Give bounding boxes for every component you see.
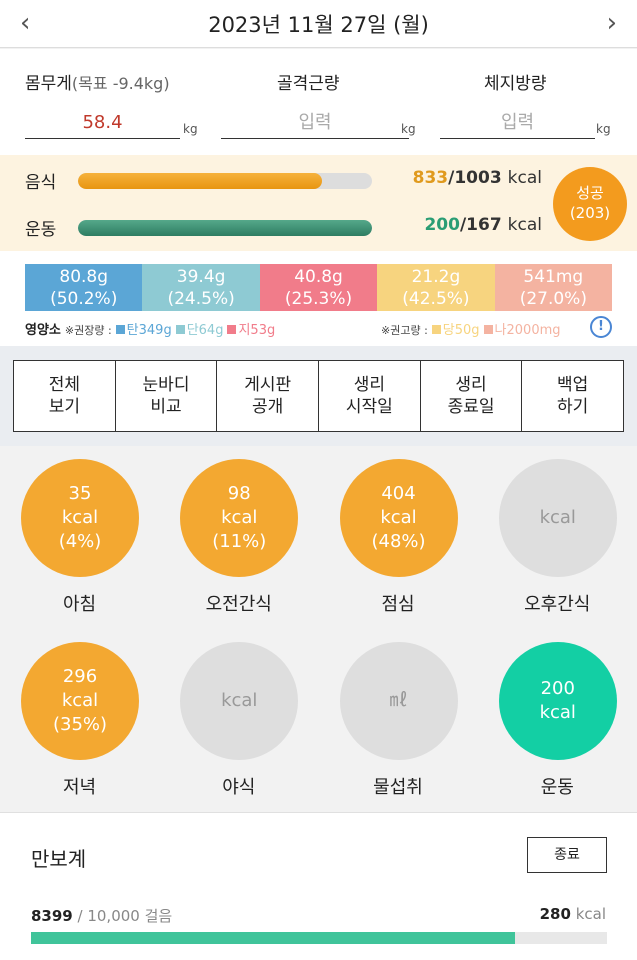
- fat-label: 체지방량: [484, 74, 547, 94]
- exercise-progress-fill: [78, 220, 372, 236]
- nutrient-amount: 40.8g: [294, 267, 343, 287]
- action-button-row: 전체 보기 눈바디 비교 게시판 공개 생리 시작일 생리 종료일 백업 하기: [13, 360, 624, 432]
- fat-metric: 체지방량 입력 kg: [420, 49, 637, 155]
- legend-item: 당50g: [431, 323, 480, 338]
- meal-name: 오후간식: [524, 594, 591, 615]
- meal-name: 아침: [62, 594, 97, 615]
- nutrient-box: 39.4g (24.5%): [142, 264, 260, 311]
- muscle-input[interactable]: 입력: [221, 109, 409, 139]
- pedometer-kcal: 280 kcal: [539, 905, 606, 923]
- meal-circle-button[interactable]: kcal: [180, 642, 299, 760]
- nutrient-box: 21.2g (42.5%): [377, 264, 495, 311]
- legend-item: 지53g: [227, 323, 275, 338]
- meal-circle-button[interactable]: 98 kcal (11%): [180, 459, 299, 577]
- exercise-progress-bar: [78, 220, 372, 236]
- nutrient-percent: (24.5%): [167, 289, 235, 309]
- weight-unit: kg: [183, 122, 198, 136]
- meal-name: 저녁: [62, 777, 97, 798]
- muscle-metric: 골격근량 입력 kg: [210, 49, 420, 155]
- nutrient-percent: (27.0%): [519, 289, 587, 309]
- nutrient-box: 541mg (27.0%): [494, 264, 613, 311]
- fat-unit: kg: [596, 122, 611, 136]
- exercise-calorie-values: 200/167 kcal: [424, 215, 542, 235]
- calorie-summary: 음식 833/1003 kcal 운동 200/167 kcal 성공 (203): [0, 155, 637, 251]
- step-progress-fill: [31, 932, 515, 944]
- meal-item: kcal 야식: [159, 629, 318, 799]
- weight-goal-note: (목표 -9.4kg): [71, 74, 170, 93]
- menu-button[interactable]: 백업 하기: [521, 361, 623, 431]
- legend-item: 단64g: [175, 323, 223, 338]
- food-calorie-row: 음식 833/1003 kcal: [0, 165, 637, 195]
- nutrient-amount: 39.4g: [176, 267, 226, 287]
- meal-item: 98 kcal (11%) 오전간식: [159, 446, 318, 616]
- meal-item: ㎖ 물섭취: [319, 629, 478, 799]
- nutrient-box: 40.8g (25.3%): [259, 264, 378, 311]
- exercise-calorie-row: 운동 200/167 kcal: [0, 212, 637, 242]
- menu-button[interactable]: 전체 보기: [48, 375, 80, 417]
- meal-circle-button[interactable]: ㎖: [339, 642, 458, 760]
- nutrient-percent: (25.3%): [284, 289, 353, 309]
- legend-item: 나2000mg: [483, 323, 561, 338]
- meal-circle-button[interactable]: 200 kcal: [498, 642, 617, 760]
- header: ‹ 2023년 11월 27일 (월) ›: [0, 0, 637, 48]
- meal-item: 296 kcal (35%) 저녁: [0, 629, 159, 799]
- info-icon[interactable]: !: [590, 316, 612, 338]
- nutrient-legend: 영양소 ※권장량 : 탄349g 단64g 지53g ※권고량 : 당50g 나2000mg: [25, 323, 561, 338]
- meal-item: 404 kcal (48%) 점심: [319, 446, 478, 616]
- action-menu: 전체 보기 눈바디 비교 게시판 공개 생리 시작일 생리 종료일 백업 하기: [0, 346, 637, 446]
- meal-name: 점심: [381, 594, 415, 615]
- pedometer: 만보계 종료 8399 / 10,000 걸음 280 kcal: [0, 812, 637, 960]
- meal-name: 야식: [222, 777, 256, 798]
- meal-circle-button[interactable]: 35 kcal (4%): [21, 459, 139, 577]
- legend-swatch: [227, 325, 237, 334]
- legend-swatch: [483, 325, 493, 334]
- food-calorie-values: 833/1003 kcal: [412, 168, 542, 188]
- meal-name: 물섭취: [373, 777, 423, 798]
- muscle-label: 골격근량: [277, 74, 340, 94]
- meal-item: 35 kcal (4%) 아침: [0, 446, 159, 616]
- weight-input[interactable]: 58.4: [25, 109, 180, 139]
- pedometer-title: 만보계: [31, 847, 87, 871]
- legend-swatch: [175, 325, 185, 334]
- nutrient-bar: 80.8g (50.2%) 39.4g (24.5%) 40.8g (25.3%) 21.2…: [25, 264, 613, 311]
- legend-swatch: [115, 325, 125, 334]
- meal-item: 200 kcal 운동: [478, 629, 637, 799]
- nutrient-percent: (50.2%): [50, 289, 118, 309]
- legend-swatch: [431, 325, 441, 334]
- nutrient-percent: (42.5%): [402, 289, 470, 309]
- meal-item: kcal 오후간식: [478, 446, 637, 616]
- weight-metric: 몸무게(목표 -9.4kg) 58.4 kg: [0, 49, 210, 155]
- step-count: 8399 / 10,000 걸음: [31, 907, 173, 925]
- menu-button[interactable]: 생리 종료일: [419, 361, 522, 431]
- meal-circle-button[interactable]: 296 kcal (35%): [21, 642, 139, 760]
- nutrient-box: 80.8g (50.2%): [25, 264, 143, 311]
- end-button[interactable]: 종료: [527, 837, 607, 873]
- fat-input[interactable]: 입력: [440, 109, 595, 139]
- meal-grid: 35 kcal (4%) 아침 98 kcal (11%) 오전간식 404 kcal (48%) 점…: [0, 446, 637, 810]
- menu-button[interactable]: 게시판 공개: [216, 361, 318, 431]
- body-metrics: 몸무게(목표 -9.4kg) 58.4 kg 골격근량 입력 kg 체지방량 입…: [0, 49, 637, 155]
- success-badge: 성공 (203): [553, 167, 627, 241]
- nutrient-amount: 21.2g: [411, 267, 461, 287]
- weight-label: 몸무게(목표 -9.4kg): [25, 74, 170, 94]
- food-label: 음식: [25, 173, 57, 193]
- food-progress-bar: [78, 173, 372, 189]
- menu-button[interactable]: 눈바디 비교: [114, 361, 217, 431]
- nutrient-section: 80.8g (50.2%) 39.4g (24.5%) 40.8g (25.3%) 21.2…: [0, 251, 637, 346]
- nutrient-amount: 80.8g: [59, 267, 109, 287]
- step-progress-bar: [31, 932, 607, 944]
- date-title: 2023년 11월 27일 (월): [208, 13, 429, 37]
- meal-circle-button[interactable]: 404 kcal (48%): [339, 459, 458, 577]
- legend-item: 탄349g: [115, 323, 172, 338]
- meal-circle-button[interactable]: kcal: [498, 459, 617, 577]
- next-day-chevron-right-icon[interactable]: ›: [606, 8, 617, 38]
- meal-name: 운동: [540, 777, 574, 798]
- food-progress-fill: [78, 173, 323, 189]
- menu-button[interactable]: 생리 시작일: [318, 361, 420, 431]
- prev-day-chevron-left-icon[interactable]: ‹: [20, 8, 31, 38]
- exercise-label: 운동: [25, 220, 57, 240]
- muscle-unit: kg: [401, 122, 416, 136]
- nutrient-amount: 541mg: [523, 267, 584, 287]
- meal-name: 오전간식: [205, 594, 272, 615]
